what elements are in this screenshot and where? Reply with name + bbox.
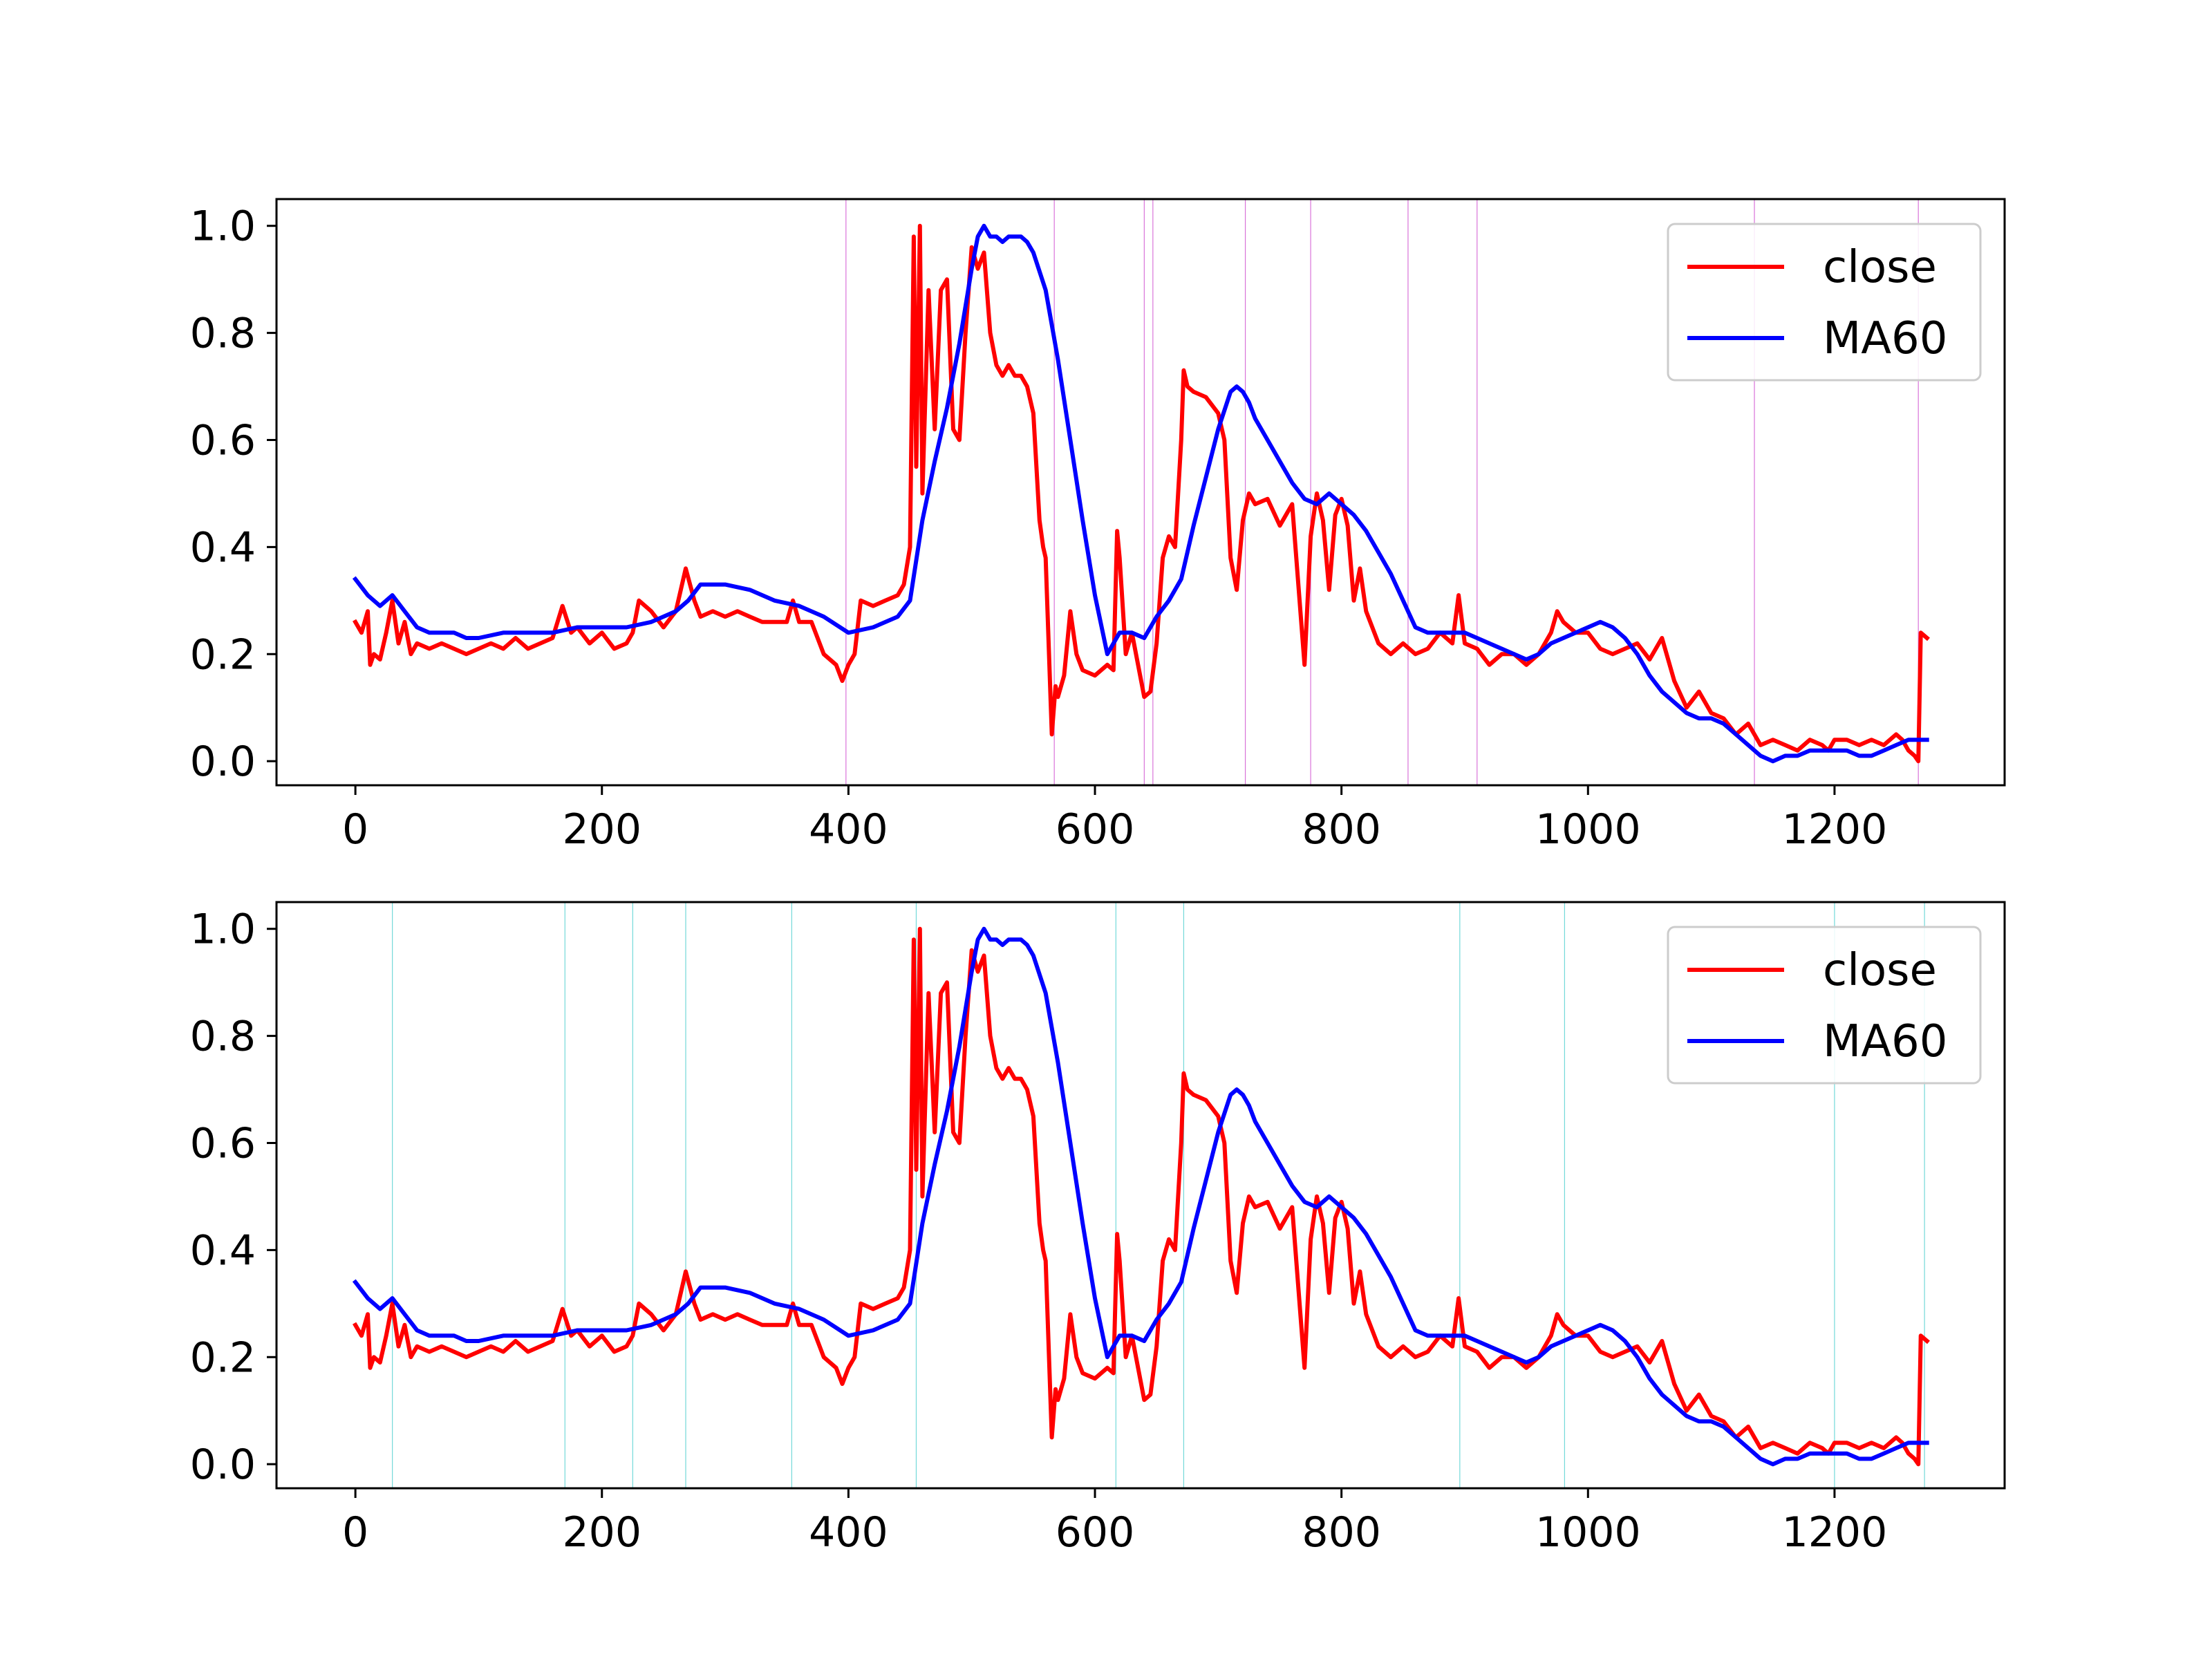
x-tick-label: 400 <box>809 1508 888 1557</box>
x-tick-label: 200 <box>562 1508 641 1557</box>
y-tick-label: 0.0 <box>190 1441 256 1489</box>
y-tick-label: 0.6 <box>190 416 256 465</box>
y-tick-label: 0.2 <box>190 1333 256 1382</box>
x-tick-label: 800 <box>1302 1508 1381 1557</box>
y-tick-label: 0.2 <box>190 630 256 679</box>
x-tick-label: 600 <box>1056 805 1135 854</box>
x-tick-label: 0 <box>342 805 368 854</box>
top-chart: 0 200 400 600 800 1000 1200 0.0 0.2 0.4 0.6 0.8 1.0 c… <box>190 198 2006 854</box>
y-tick-label: 0.0 <box>190 738 256 786</box>
bottom-chart: 0 200 400 600 800 1000 1200 0.0 0.2 0.4 0.6 0.8 1.0 c… <box>190 901 2006 1557</box>
series-line-close <box>353 223 1930 764</box>
y-tick-label: 0.4 <box>190 523 256 572</box>
x-tick-label: 600 <box>1056 1508 1135 1557</box>
series-line-ma60 <box>352 223 1929 764</box>
plot-frame <box>275 198 2006 787</box>
legend-label-ma60: MA60 <box>1823 1016 1947 1067</box>
plot-frame <box>275 901 2006 1490</box>
series-line-close <box>353 926 1930 1467</box>
x-tick-label: 400 <box>809 805 888 854</box>
legend: close MA60 <box>1667 223 1982 382</box>
series-line-ma60 <box>352 926 1929 1467</box>
y-tick-label: 0.4 <box>190 1226 256 1275</box>
y-tick-label: 0.8 <box>190 1013 256 1061</box>
x-tick-label: 1200 <box>1782 1508 1888 1557</box>
legend-label-close: close <box>1823 242 1937 293</box>
legend-label-ma60: MA60 <box>1823 313 1947 364</box>
x-tick-label: 1200 <box>1782 805 1888 854</box>
legend-label-close: close <box>1823 945 1937 996</box>
x-tick-label: 0 <box>342 1508 368 1557</box>
y-tick-label: 1.0 <box>190 203 256 251</box>
x-tick-label: 1000 <box>1535 805 1641 854</box>
legend-box <box>1667 223 1982 382</box>
y-tick-label: 0.6 <box>190 1119 256 1168</box>
x-tick-label: 800 <box>1302 805 1381 854</box>
legend: close MA60 <box>1667 926 1982 1085</box>
y-tick-label: 1.0 <box>190 906 256 954</box>
x-tick-label: 1000 <box>1535 1508 1641 1557</box>
x-tick-label: 200 <box>562 805 641 854</box>
legend-box <box>1667 926 1982 1085</box>
y-tick-label: 0.8 <box>190 310 256 358</box>
